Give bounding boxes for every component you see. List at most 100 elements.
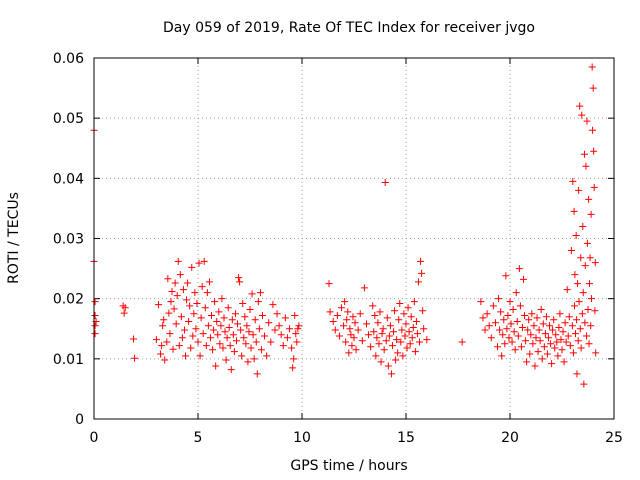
data-point [568,322,576,330]
data-point [326,308,334,316]
data-points [90,63,600,388]
data-point [558,346,566,354]
data-point [345,349,353,357]
data-point [585,340,593,348]
data-point [501,340,509,348]
data-point [190,310,198,318]
data-point [209,346,217,354]
data-point [385,332,393,340]
data-point [170,305,178,313]
data-point [246,305,254,313]
data-point [533,314,541,322]
data-point [187,344,195,352]
data-point [399,352,407,360]
data-point [392,356,400,364]
data-point [494,343,502,351]
data-point [487,334,495,342]
data-point [570,302,578,310]
data-point [367,343,375,351]
data-point [396,299,404,307]
data-point [581,262,589,270]
data-point [539,320,547,328]
data-point [567,247,575,255]
data-point [535,326,543,334]
data-point [329,318,337,326]
data-point [275,322,283,330]
data-point [261,332,269,340]
data-point [379,325,387,333]
data-point [529,340,537,348]
data-point [393,336,401,344]
data-point [381,179,389,187]
data-point [577,254,585,262]
data-point [350,334,358,342]
data-point [346,325,354,333]
data-point [388,342,396,350]
data-point [185,318,193,326]
data-point [247,344,255,352]
data-point [508,338,516,346]
data-point [573,370,581,378]
data-point [166,330,174,338]
data-point [180,326,188,334]
y-tick-label: 0.02 [53,292,84,308]
data-point [588,295,596,303]
data-point [344,308,352,316]
data-point [184,279,192,287]
chart-title: Day 059 of 2019, Rate Of TEC Index for r… [163,20,535,36]
data-point [193,299,201,307]
data-point [177,313,185,321]
data-point [520,275,528,283]
data-point [91,322,99,330]
data-point [414,278,422,286]
data-point [256,289,264,297]
data-point [229,331,237,339]
data-point [245,328,253,336]
data-point [577,344,585,352]
data-point [295,322,303,330]
data-point [192,325,200,333]
data-point [395,316,403,324]
data-point [512,289,520,297]
data-point [290,355,298,363]
data-point [186,302,194,310]
data-point [570,207,578,215]
data-point [514,332,522,340]
data-point [538,355,546,363]
data-point [555,324,563,332]
data-point [213,318,221,326]
data-point [547,340,555,348]
x-tick-label: 25 [605,430,623,446]
data-point [571,271,579,279]
data-point [250,355,258,363]
data-point [242,340,250,348]
data-point [215,308,223,316]
data-point [157,350,165,358]
data-point [559,328,567,336]
data-point [91,298,99,306]
data-point [294,325,302,333]
data-point [497,308,505,316]
data-point [569,177,577,185]
data-point [288,344,296,352]
data-point [564,332,572,340]
data-point [286,325,294,333]
data-point [406,340,414,348]
data-point [369,302,377,310]
data-point [562,338,570,346]
x-tick-label: 0 [90,430,99,446]
data-point [403,344,411,352]
data-point [391,307,399,315]
data-point [417,257,425,265]
data-point [573,316,581,324]
gridlines [94,58,614,419]
data-point [582,162,590,170]
data-point [506,298,514,306]
data-point [219,344,227,352]
data-point [589,126,597,134]
data-point [131,354,139,362]
data-point [409,324,417,332]
data-point [543,350,551,358]
data-point [182,352,190,360]
data-point [502,272,510,280]
